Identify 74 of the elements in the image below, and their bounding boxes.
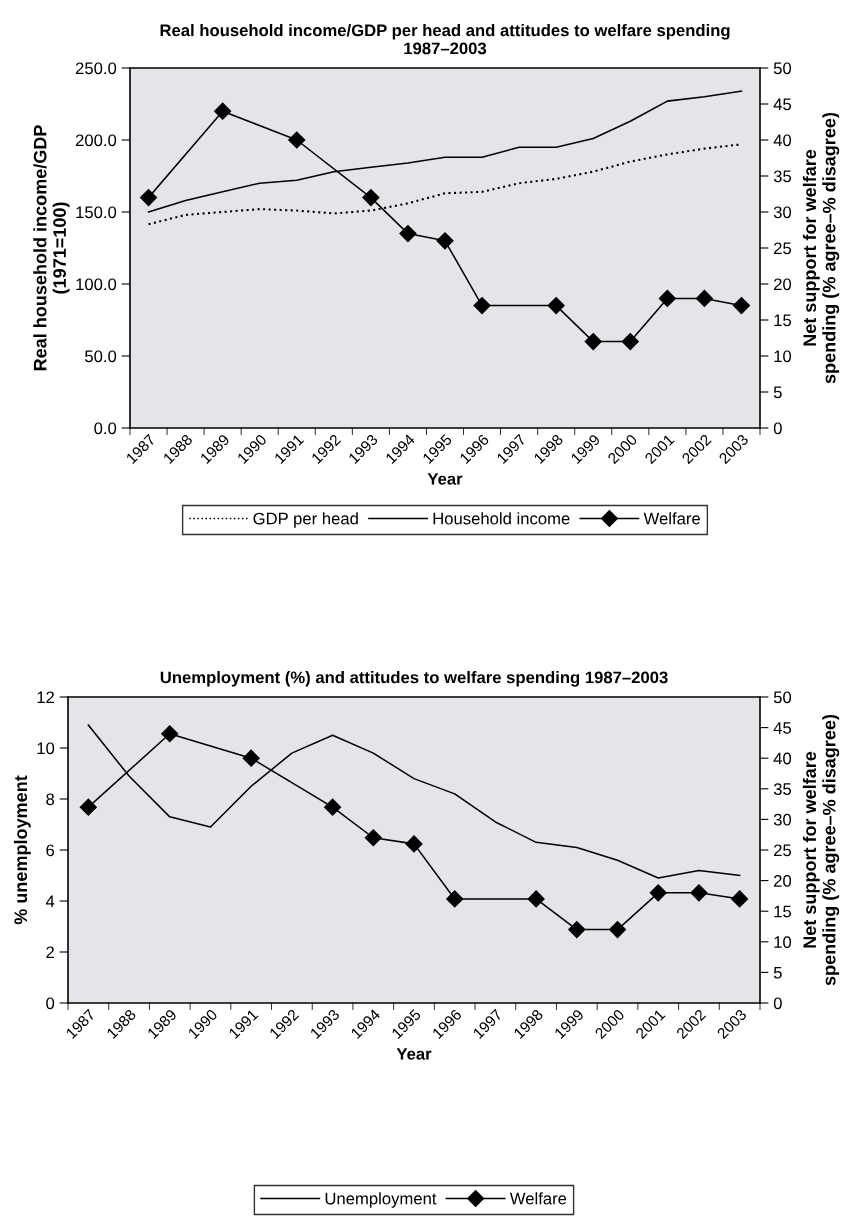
y-axis-title: % unemployment xyxy=(13,775,31,925)
point xyxy=(658,289,676,307)
y2-tick-label: 40 xyxy=(773,752,792,765)
point xyxy=(79,798,97,816)
y2-tick-label: 5 xyxy=(773,966,782,979)
y2-tick-label: 45 xyxy=(773,722,792,734)
x-axis-title: Year xyxy=(396,1048,432,1060)
y2-tick-label: 20 xyxy=(774,875,792,887)
y2-tick-label: 10 xyxy=(774,936,792,948)
point xyxy=(139,189,158,207)
legend-label: Welfare xyxy=(509,1192,567,1205)
y-tick-label: 150.0 xyxy=(76,206,117,219)
y2-tick-label: 40 xyxy=(773,134,792,147)
y2-tick-label: 25 xyxy=(774,844,792,857)
point xyxy=(621,333,639,351)
point xyxy=(547,297,565,315)
y-tick-label: 100.0 xyxy=(76,278,117,291)
x-axis-title: Year xyxy=(427,473,463,485)
y2-tick-label: 15 xyxy=(774,314,792,327)
point xyxy=(731,890,749,908)
point xyxy=(584,333,602,351)
point xyxy=(399,225,417,243)
y2-tick-label: 15 xyxy=(774,905,792,918)
y2-tick-label: 35 xyxy=(773,170,792,183)
legend-label: GDP per head xyxy=(253,512,358,528)
y2-tick-label: 50 xyxy=(773,691,792,704)
y2-tick-label: 5 xyxy=(773,386,782,399)
legend-label: Household income xyxy=(433,512,570,525)
point xyxy=(608,921,627,939)
y2-axis-title: Net support for welfare spending (% agree–% disagree) xyxy=(802,714,840,986)
y2-tick-label: 25 xyxy=(774,242,792,255)
y2-tick-label: 0 xyxy=(773,422,782,435)
legend-label: Welfare xyxy=(643,512,700,525)
y-tick-label: 0 xyxy=(46,997,55,1010)
y-tick-label: 50.0 xyxy=(85,350,117,363)
y-tick-label: 2 xyxy=(46,946,54,959)
point xyxy=(473,297,491,315)
y2-tick-label: 10 xyxy=(774,350,792,363)
chart-title: Real household income/GDP per head and attitudes to welfare spending 1987–2003 xyxy=(160,24,730,55)
point xyxy=(436,232,454,250)
point xyxy=(695,289,713,307)
point xyxy=(288,131,306,149)
point xyxy=(690,884,708,902)
point xyxy=(405,835,423,853)
y2-tick-label: 50 xyxy=(773,62,792,75)
point xyxy=(568,921,586,939)
point xyxy=(324,798,342,816)
y-tick-label: 10 xyxy=(37,742,55,755)
y-tick-label: 0.0 xyxy=(94,422,117,435)
point xyxy=(362,189,380,207)
y-tick-label: 4 xyxy=(45,895,55,908)
point xyxy=(161,725,179,743)
y2-tick-label: 45 xyxy=(773,98,792,111)
y-tick-label: 250.0 xyxy=(75,62,117,75)
y-tick-label: 6 xyxy=(46,844,55,857)
point xyxy=(649,884,667,902)
y2-tick-label: 20 xyxy=(774,278,792,291)
y-tick-label: 12 xyxy=(37,691,54,704)
point xyxy=(364,829,382,847)
point xyxy=(242,749,260,767)
chart-title: Unemployment (%) and attitudes to welfare spending 1987–2003 xyxy=(160,671,668,687)
y-tick-label: 200.0 xyxy=(75,134,117,147)
y2-tick-label: 30 xyxy=(773,813,792,826)
legend-label: Unemployment xyxy=(325,1192,437,1208)
point xyxy=(446,890,464,908)
y2-tick-label: 35 xyxy=(773,783,792,795)
y2-tick-label: 0 xyxy=(773,997,782,1010)
y2-axis-title: Net support for welfare spending (% agree–% disagree) xyxy=(802,112,840,384)
point xyxy=(527,890,545,908)
y-tick-label: 8 xyxy=(46,793,55,806)
y2-tick-label: 30 xyxy=(773,206,792,219)
y-axis-title: Real household income/GDP (1971=100) xyxy=(33,125,70,371)
point xyxy=(732,297,751,315)
point xyxy=(214,102,232,120)
